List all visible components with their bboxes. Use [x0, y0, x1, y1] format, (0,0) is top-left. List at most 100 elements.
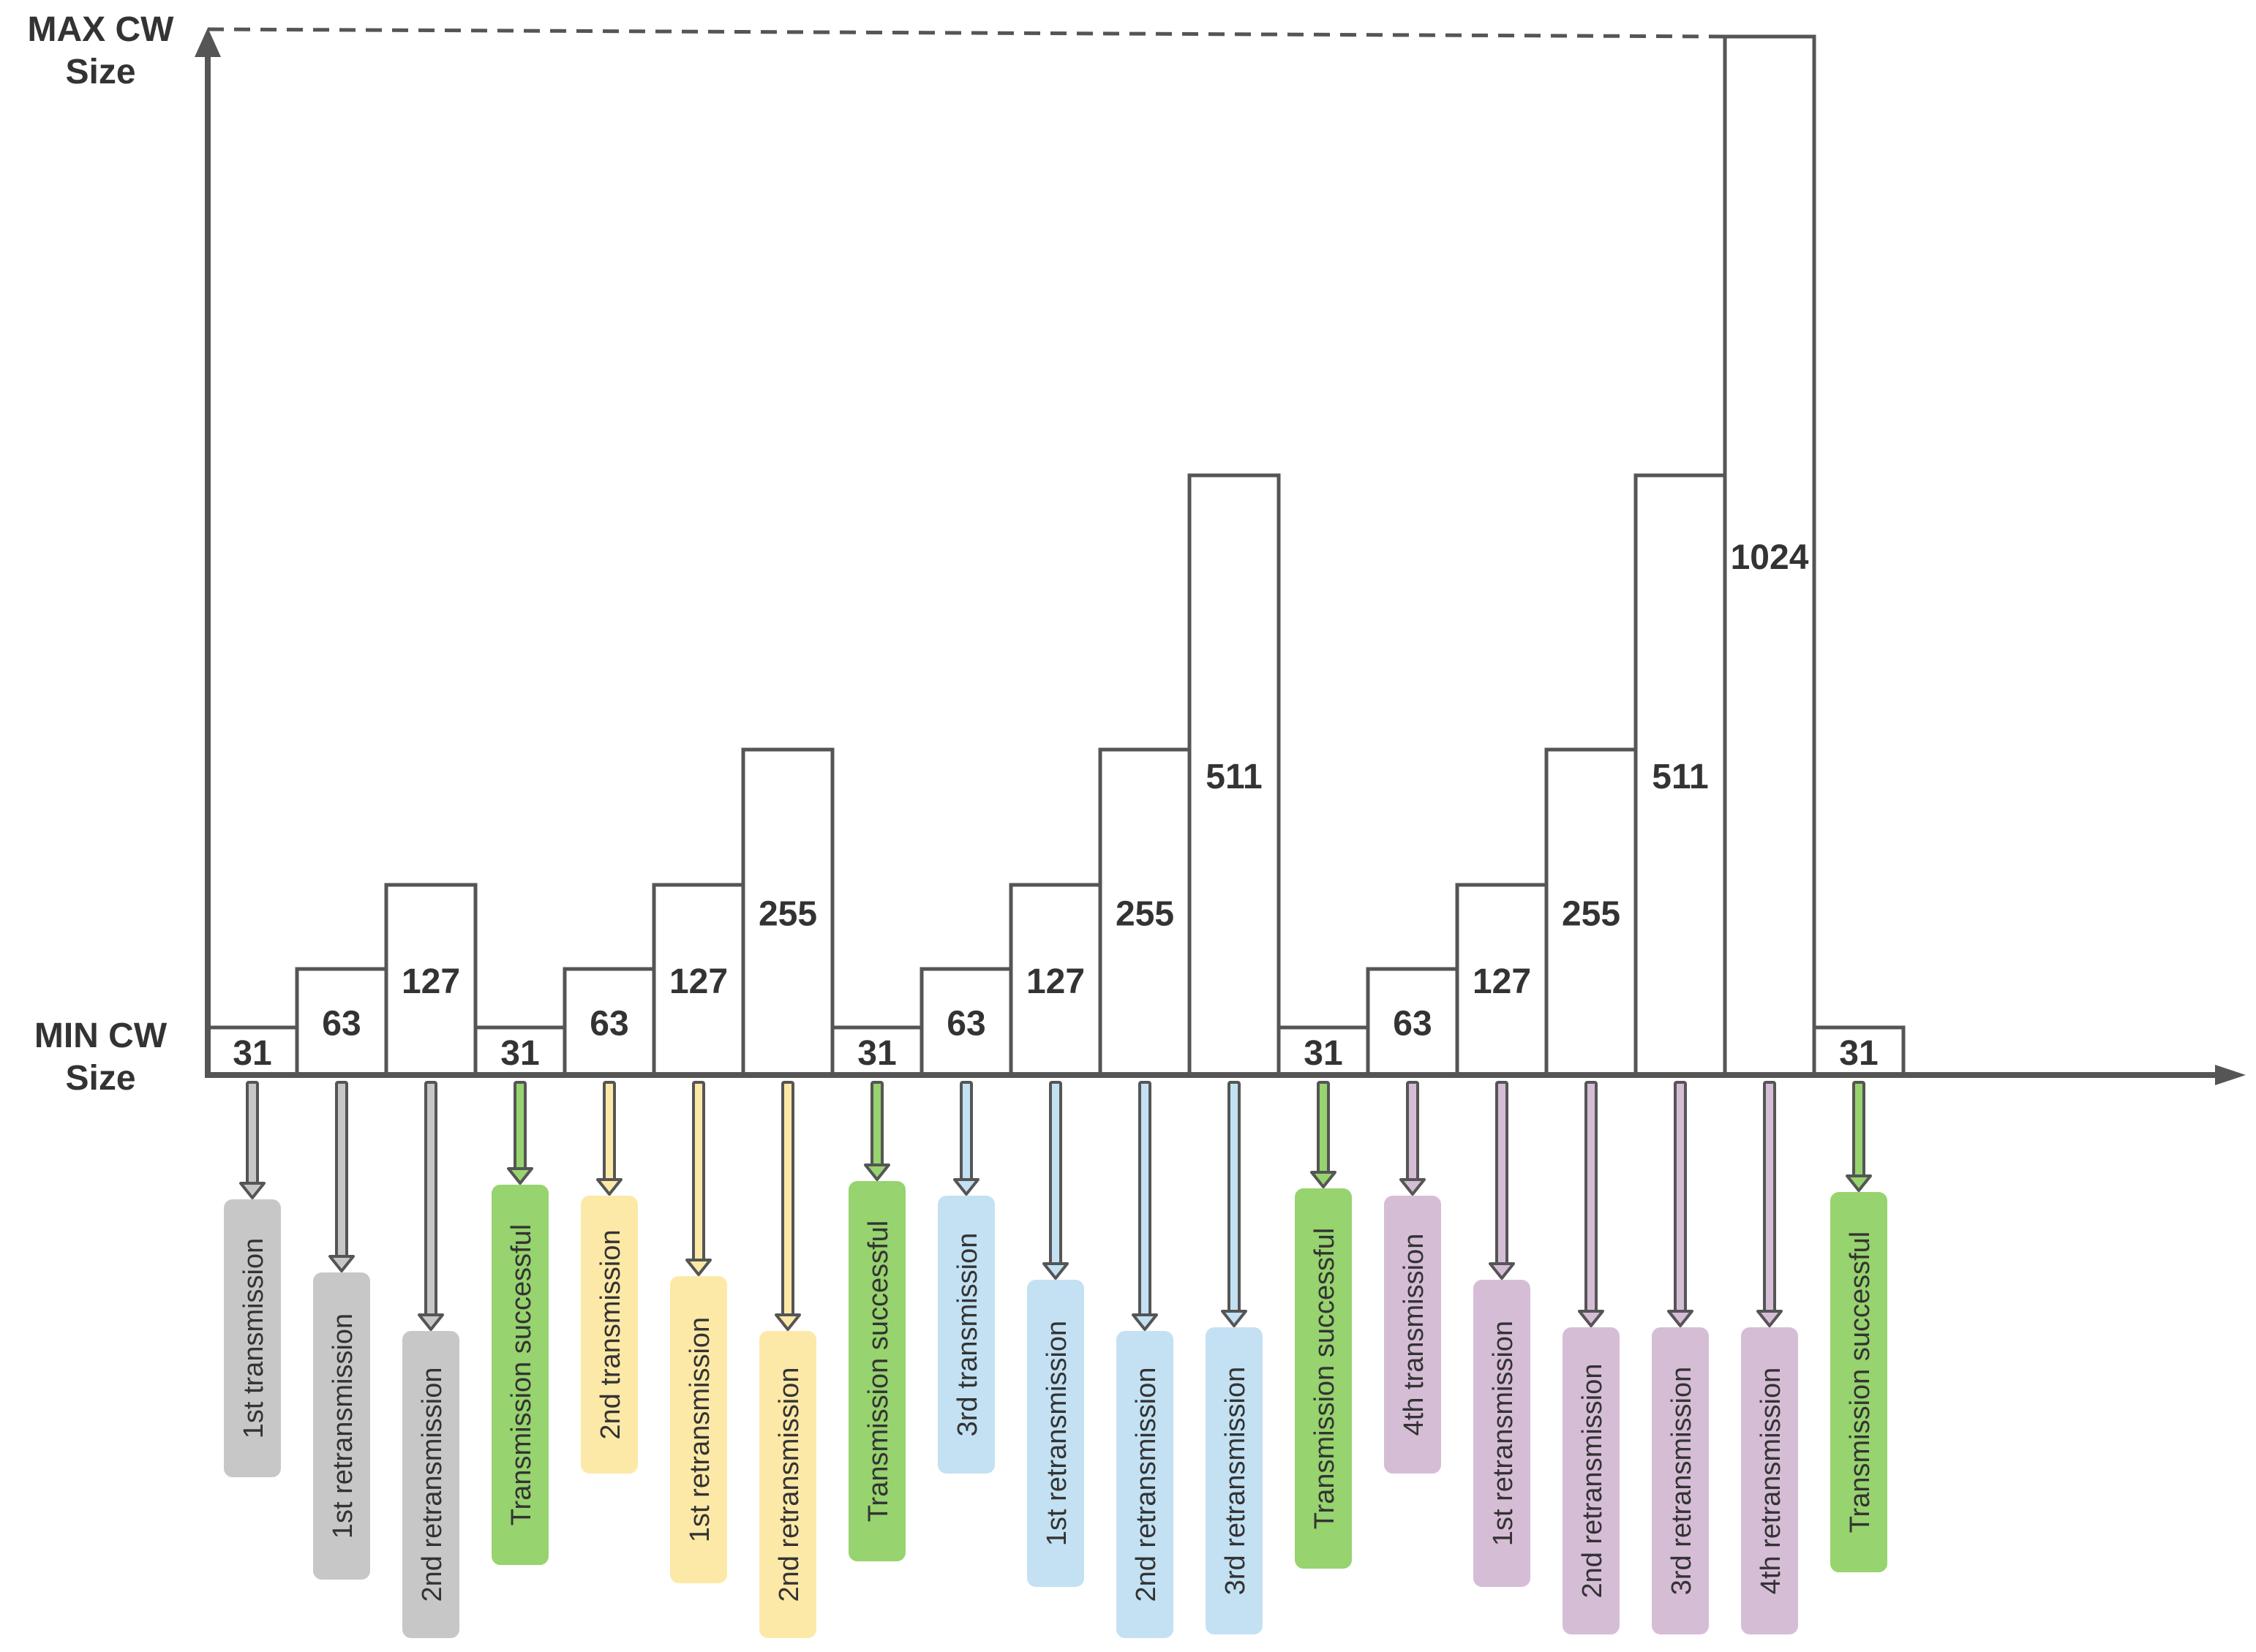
event-label-pill	[313, 1272, 370, 1580]
event-arrow-shaft	[960, 1081, 973, 1181]
event-label: 3rd retransmission	[1220, 1367, 1251, 1596]
event-label: 1st retransmission	[1488, 1321, 1519, 1546]
event-label-pill	[938, 1196, 995, 1474]
event-arrow-head	[1132, 1313, 1158, 1331]
cw-bar	[1633, 473, 1727, 1077]
pills-layer: 1st transmission 1st retransmission 2nd re…	[224, 1181, 1887, 1638]
event-label-pill	[1652, 1327, 1709, 1634]
event-label-pill	[224, 1199, 281, 1477]
event-arrow-shaft	[335, 1081, 348, 1258]
event-label: 1st transmission	[238, 1238, 269, 1439]
event-arrow-head	[864, 1163, 890, 1181]
event-label: Transmission successful	[1845, 1232, 1876, 1534]
event-label-pill	[581, 1196, 638, 1474]
cw-bar-value: 31	[857, 1034, 896, 1073]
cw-bar-value: 31	[233, 1034, 271, 1073]
event-label-pill	[1473, 1280, 1530, 1587]
event-arrow-head	[1489, 1262, 1515, 1280]
cw-bar-value: 63	[590, 1005, 628, 1044]
event-arrow-head	[685, 1259, 712, 1276]
event-arrow-head	[1310, 1171, 1336, 1188]
event-arrow-head	[239, 1182, 266, 1199]
event-label: 1st retransmission	[328, 1313, 358, 1539]
cw-bar	[295, 967, 388, 1077]
cw-bar-value: 127	[402, 962, 460, 1001]
arrows-layer	[239, 1081, 1872, 1331]
event-label-pill	[402, 1331, 459, 1638]
event-arrow-head	[775, 1313, 801, 1331]
event-arrow-head	[1756, 1310, 1783, 1327]
bars-layer: 31 63 127 31 63 127 255 31 63 127 255 511 31 63 127 255…	[206, 34, 1906, 1077]
event-label-pill	[1563, 1327, 1620, 1634]
cw-bar-value: 31	[1839, 1034, 1878, 1073]
event-arrow-head	[328, 1255, 355, 1272]
event-arrow-head	[596, 1178, 623, 1196]
event-arrow-head	[507, 1167, 533, 1185]
cw-bar-value: 127	[1473, 962, 1531, 1001]
cw-bar	[473, 1025, 567, 1077]
event-arrow-head	[1578, 1310, 1604, 1327]
event-arrow-shaft	[514, 1081, 527, 1170]
cw-bar-value: 31	[1304, 1034, 1342, 1073]
event-arrow-shaft	[603, 1081, 616, 1181]
event-arrow-shaft	[1049, 1081, 1062, 1265]
event-label: 1st retransmission	[685, 1317, 715, 1542]
event-label-pill	[1295, 1188, 1352, 1569]
event-arrow-shaft	[1495, 1081, 1508, 1265]
event-arrow-shaft	[1584, 1081, 1598, 1313]
event-arrow-shaft	[1317, 1081, 1330, 1174]
event-arrow-shaft	[246, 1081, 259, 1185]
event-label: 2nd retransmission	[417, 1367, 448, 1602]
event-label-pill	[492, 1185, 549, 1565]
cw-bar-value: 63	[322, 1005, 361, 1044]
event-arrow-head	[953, 1178, 980, 1196]
event-arrow-shaft	[1763, 1081, 1776, 1313]
event-label: 2nd transmission	[595, 1229, 626, 1439]
event-label-pill	[1384, 1196, 1441, 1474]
event-label-pill	[1116, 1331, 1173, 1638]
cw-bar-value: 255	[1116, 895, 1174, 934]
event-label: Transmission successful	[1309, 1228, 1340, 1530]
cw-bar-value: 511	[1652, 758, 1708, 796]
max-cw-dashed-line	[207, 27, 1726, 39]
event-label-pill	[1830, 1192, 1887, 1572]
max-cw-size-label: MAX CW Size	[27, 10, 174, 91]
event-label: 2nd retransmission	[774, 1367, 805, 1602]
axes-layer	[195, 27, 2246, 1085]
cw-bar	[1187, 473, 1281, 1077]
cw-bar	[741, 747, 835, 1077]
event-label-pill	[1741, 1327, 1798, 1634]
min-cw-size-label: MIN CW Size	[34, 1017, 168, 1098]
event-arrow-shaft	[1227, 1081, 1241, 1313]
cw-bar-value: 31	[500, 1034, 539, 1073]
cw-bar-value: 511	[1206, 758, 1262, 796]
event-label: 3rd retransmission	[1666, 1367, 1697, 1596]
event-label-pill	[759, 1331, 816, 1638]
cw-bar	[1455, 883, 1549, 1077]
event-label-pill	[1206, 1327, 1263, 1634]
event-arrow-shaft	[692, 1081, 705, 1261]
event-label: Transmission successful	[506, 1224, 537, 1526]
event-label: 3rd transmission	[952, 1233, 983, 1437]
event-arrow-shaft	[781, 1081, 794, 1316]
event-arrow-head	[1846, 1174, 1872, 1192]
cw-bar-value: 127	[669, 962, 728, 1001]
cw-bar-value: 1024	[1731, 538, 1809, 577]
cw-bar-value: 255	[1562, 895, 1620, 934]
cw-bar	[1544, 747, 1638, 1077]
cw-bar	[1009, 883, 1102, 1077]
event-arrow-head	[1221, 1310, 1247, 1327]
event-label-pill	[670, 1276, 727, 1583]
cw-bar	[1276, 1025, 1370, 1077]
event-label: Transmission successful	[863, 1221, 894, 1523]
event-label: 2nd retransmission	[1577, 1363, 1608, 1598]
event-arrow-shaft	[424, 1081, 437, 1316]
event-arrow-head	[1399, 1178, 1426, 1196]
cw-bar	[1812, 1025, 1906, 1077]
event-label: 4th transmission	[1399, 1234, 1429, 1436]
event-arrow-shaft	[1852, 1081, 1865, 1177]
event-arrow-shaft	[1406, 1081, 1419, 1181]
event-arrow-shaft	[1138, 1081, 1151, 1316]
cw-bar	[1723, 34, 1816, 1077]
event-label-pill	[849, 1181, 906, 1561]
